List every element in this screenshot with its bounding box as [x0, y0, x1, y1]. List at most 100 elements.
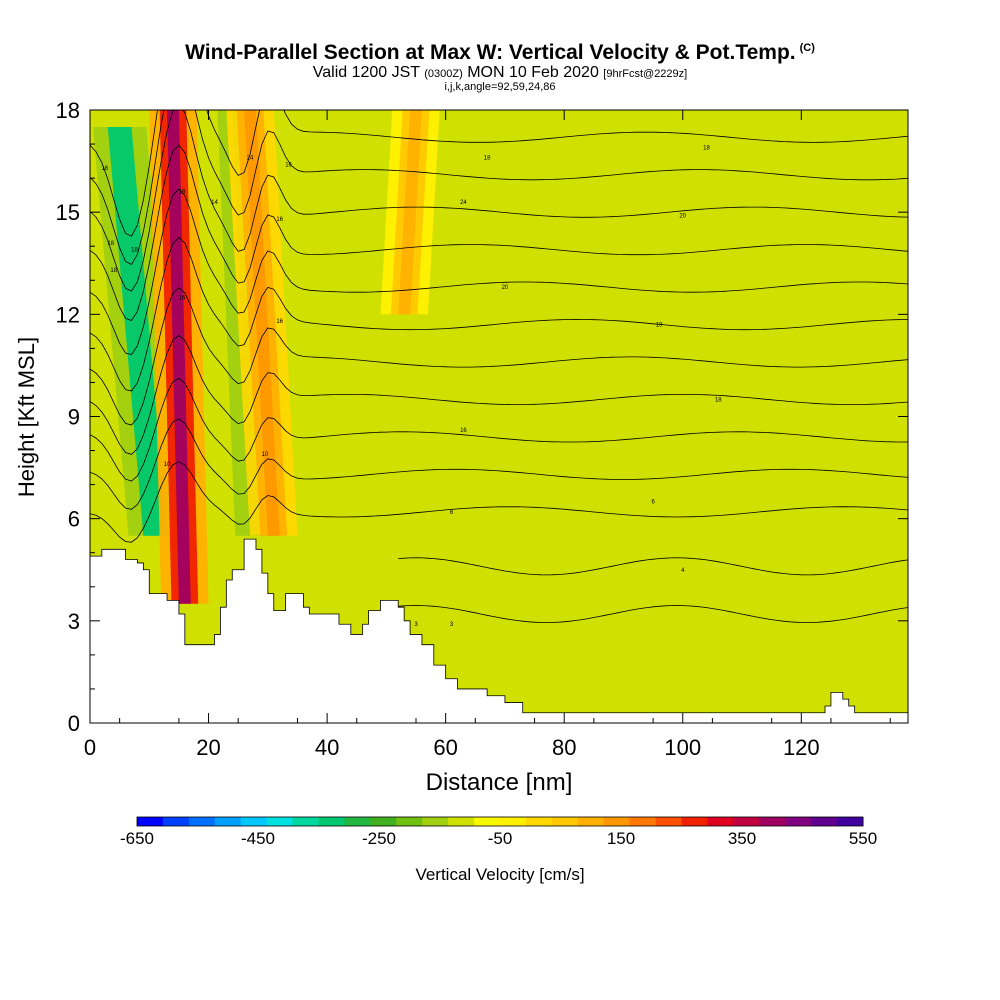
colorbar-tick-label: -450 — [241, 829, 275, 848]
contour-label: 6 — [651, 500, 655, 506]
x-tick-label: 80 — [552, 735, 576, 760]
x-tick-label: 40 — [315, 735, 339, 760]
pot-temp-contour — [90, 334, 908, 455]
y-tick-label: 12 — [56, 302, 80, 327]
colorbar-swatch — [785, 817, 812, 826]
contour-label: 24 — [460, 200, 467, 206]
y-tick-label: 0 — [68, 711, 80, 736]
contour-label: 19 — [656, 323, 663, 329]
colorbar-swatch — [318, 817, 345, 826]
pot-temp-contour — [90, 287, 908, 426]
valid-date: MON 10 Feb 2020 — [467, 64, 599, 81]
y-tick-label: 6 — [68, 507, 80, 532]
copyright-mark: (C) — [799, 42, 815, 54]
terrain-profile — [89, 538, 909, 724]
colorbar-tick-label: 550 — [849, 829, 877, 848]
x-tick-label: 120 — [783, 735, 820, 760]
colorbar-swatch — [422, 817, 449, 826]
colorbar-swatch — [707, 817, 734, 826]
colorbar-swatch — [655, 817, 682, 826]
contour-label: 16 — [276, 217, 283, 223]
x-tick-label: 0 — [84, 735, 96, 760]
pot-temp-contour — [90, 144, 908, 321]
pot-temp-contour — [90, 110, 908, 292]
x-tick-label: 20 — [196, 735, 220, 760]
colorbar-swatch — [837, 817, 864, 826]
colorbar-swatch — [500, 817, 527, 826]
updraft-2 — [244, 110, 280, 536]
contour-label: 18 — [131, 248, 138, 254]
colorbar-frame — [136, 816, 864, 827]
contour-label: 20 — [502, 285, 509, 291]
contour-label: 16 — [285, 162, 292, 168]
pot-temp-contour — [90, 418, 908, 510]
pot-temp-contour — [90, 188, 908, 356]
colorbar-swatch — [396, 817, 423, 826]
colorbar-swatch — [811, 817, 838, 826]
colorbar-swatch — [162, 817, 190, 826]
pot-temp-contour-low — [398, 557, 908, 576]
colorbar-tick-label: -50 — [488, 829, 513, 848]
colorbar-swatch — [448, 817, 475, 826]
pot-temp-contour — [90, 110, 908, 237]
y-tick-label: 3 — [68, 609, 80, 634]
y-tick-label: 18 — [56, 98, 80, 123]
colorbar-tick-label: 150 — [607, 829, 635, 848]
strong-updraft-1 — [167, 110, 191, 604]
chart-indices: i,j,k,angle=92,59,24,86 — [444, 81, 556, 93]
y-tick-label: 9 — [68, 405, 80, 430]
colorbar-swatch — [733, 817, 760, 826]
y-axis-label: Height [Kft MSL] — [14, 337, 39, 497]
colorbar-swatch — [214, 817, 242, 826]
updraft-3 — [398, 110, 422, 315]
colorbar-swatch — [137, 817, 164, 826]
contour-label: 3 — [414, 622, 418, 628]
pot-temp-contour — [90, 377, 908, 482]
colorbar-swatch — [344, 817, 371, 826]
contour-label: 3 — [450, 622, 454, 628]
pot-temp-contour — [90, 110, 908, 266]
y-tick-label: 15 — [56, 200, 80, 225]
contour-label: 10 — [262, 452, 269, 458]
pot-temp-contour — [90, 461, 908, 543]
pot-temp-contour — [90, 237, 908, 392]
valid-prefix: Valid 1200 JST — [312, 64, 420, 81]
colorbar-swatch — [577, 817, 605, 826]
colorbar-swatch — [370, 817, 397, 826]
chart-subtitle: Valid 1200 JST (0300Z) MON 10 Feb 2020 [… — [0, 65, 1000, 82]
contour-label: 24 — [247, 156, 254, 162]
x-axis-label: Distance [nm] — [426, 769, 573, 796]
colorbar-swatch — [240, 817, 268, 826]
colorbar-tick-label: 350 — [728, 829, 756, 848]
chart-title-block: Wind-Parallel Section at Max W: Vertical… — [0, 36, 1000, 93]
colorbar-swatch — [759, 817, 786, 826]
colorbar-swatch — [603, 817, 631, 826]
downdraft-1 — [107, 127, 168, 536]
contour-label: 4 — [681, 568, 685, 574]
colorbar-swatch — [525, 817, 553, 826]
contour-label: 16 — [101, 166, 108, 172]
contour-label: 10 — [164, 462, 171, 468]
contour-label: 20 — [679, 214, 686, 220]
contour-label: 18 — [179, 190, 186, 196]
colorbar-swatch — [681, 817, 708, 826]
colorbar-label: Vertical Velocity [cm/s] — [415, 865, 584, 884]
colorbar-swatch — [266, 817, 294, 826]
colorbar-swatch — [551, 817, 579, 826]
x-tick-label: 100 — [664, 735, 701, 760]
valid-zulu: (0300Z) — [424, 68, 463, 80]
contour-label: 16 — [460, 428, 467, 434]
contour-label: 6 — [450, 510, 454, 516]
contour-label: 18 — [107, 241, 114, 247]
x-tick-label: 60 — [433, 735, 457, 760]
colorbar-swatch — [188, 817, 216, 826]
colorbar-tick-label: -250 — [362, 829, 396, 848]
colorbar-swatch — [474, 817, 501, 826]
forecast-info: [9hrFcst@2229z] — [603, 68, 688, 80]
chart-title-text: Wind-Parallel Section at Max W: Vertical… — [185, 41, 796, 64]
colorbar-swatch — [292, 817, 319, 826]
contour-label: 18 — [703, 145, 710, 151]
colorbar-tick-label: -650 — [120, 829, 154, 848]
chart-title: Wind-Parallel Section at Max W: Vertical… — [0, 36, 1000, 65]
